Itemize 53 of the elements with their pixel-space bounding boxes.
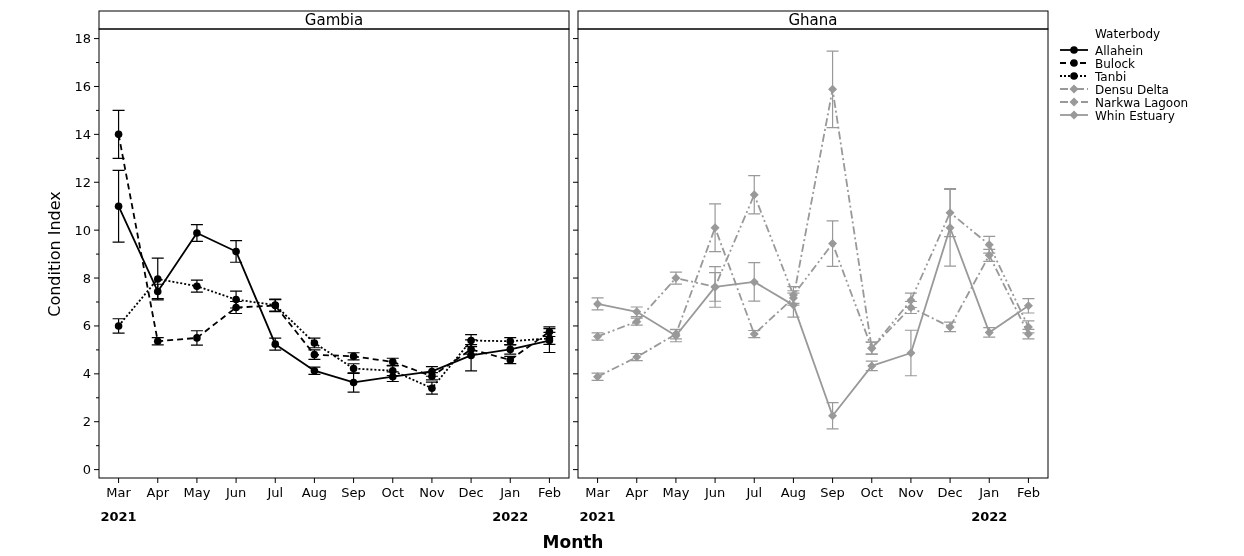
legend-title: Waterbody: [1095, 27, 1161, 41]
point: [788, 300, 798, 310]
x-tick-label: Aug: [780, 485, 807, 500]
x-tick-label: Oct: [860, 485, 883, 500]
y-tick-label: 18: [74, 31, 91, 47]
legend-label: Tanbi: [1094, 69, 1127, 84]
x-tick-label: Jan: [499, 485, 521, 500]
x-axis-title: Month: [542, 532, 604, 552]
y-axis-title: Condition Index: [45, 191, 64, 317]
legend-label: Allahein: [1095, 43, 1144, 58]
x-tick-label: Mar: [106, 485, 132, 500]
y-tick-label: 16: [74, 78, 91, 94]
text: 2021: [100, 509, 137, 524]
x-tick-label: Mar: [585, 485, 611, 500]
y-tick-label: 8: [82, 270, 91, 286]
x-tick-label: Dec: [458, 485, 484, 500]
text: 2022: [971, 509, 1008, 524]
x-tick-label: Sep: [820, 485, 845, 500]
x-tick-label: Apr: [625, 485, 649, 500]
x-tick-label: May: [662, 485, 690, 500]
x-tick-label: Jul: [745, 485, 763, 500]
point: [828, 411, 838, 421]
x-tick-label: Jun: [224, 485, 247, 500]
text: 2021: [579, 509, 616, 524]
y-tick-label: 2: [82, 414, 91, 430]
chart-title: Gambia: [304, 11, 364, 29]
y-tick-label: 6: [82, 318, 91, 334]
x-tick-label: Sep: [341, 485, 366, 500]
x-tick-label: Nov: [898, 485, 924, 500]
x-tick-label: Oct: [381, 485, 404, 500]
point: [906, 348, 916, 358]
x-tick-label: Feb: [537, 485, 561, 500]
y-tick-label: 14: [74, 126, 91, 142]
legend-label: Narkwa Lagoon: [1095, 95, 1189, 110]
text: 2022: [492, 509, 529, 524]
point: [749, 277, 759, 287]
y-tick-label: 0: [82, 462, 91, 478]
legend-label: Densu Delta: [1095, 82, 1169, 97]
x-tick-label: Nov: [419, 485, 445, 500]
y-tick-label: 4: [82, 366, 91, 382]
x-tick-label: May: [183, 485, 211, 500]
chart-title: Ghana: [788, 11, 838, 29]
x-tick-label: Apr: [146, 485, 170, 500]
x-tick-label: Dec: [937, 485, 963, 500]
x-tick-label: Feb: [1016, 485, 1040, 500]
legend-label: Whin Estuary: [1095, 108, 1175, 123]
x-tick-label: Jan: [978, 485, 1000, 500]
legend-label: Bulock: [1095, 56, 1136, 71]
x-tick-label: Jun: [703, 485, 726, 500]
x-tick-label: Jul: [266, 485, 284, 500]
y-tick-label: 10: [74, 222, 91, 238]
x-tick-label: Aug: [301, 485, 328, 500]
y-tick-label: 12: [74, 174, 91, 190]
